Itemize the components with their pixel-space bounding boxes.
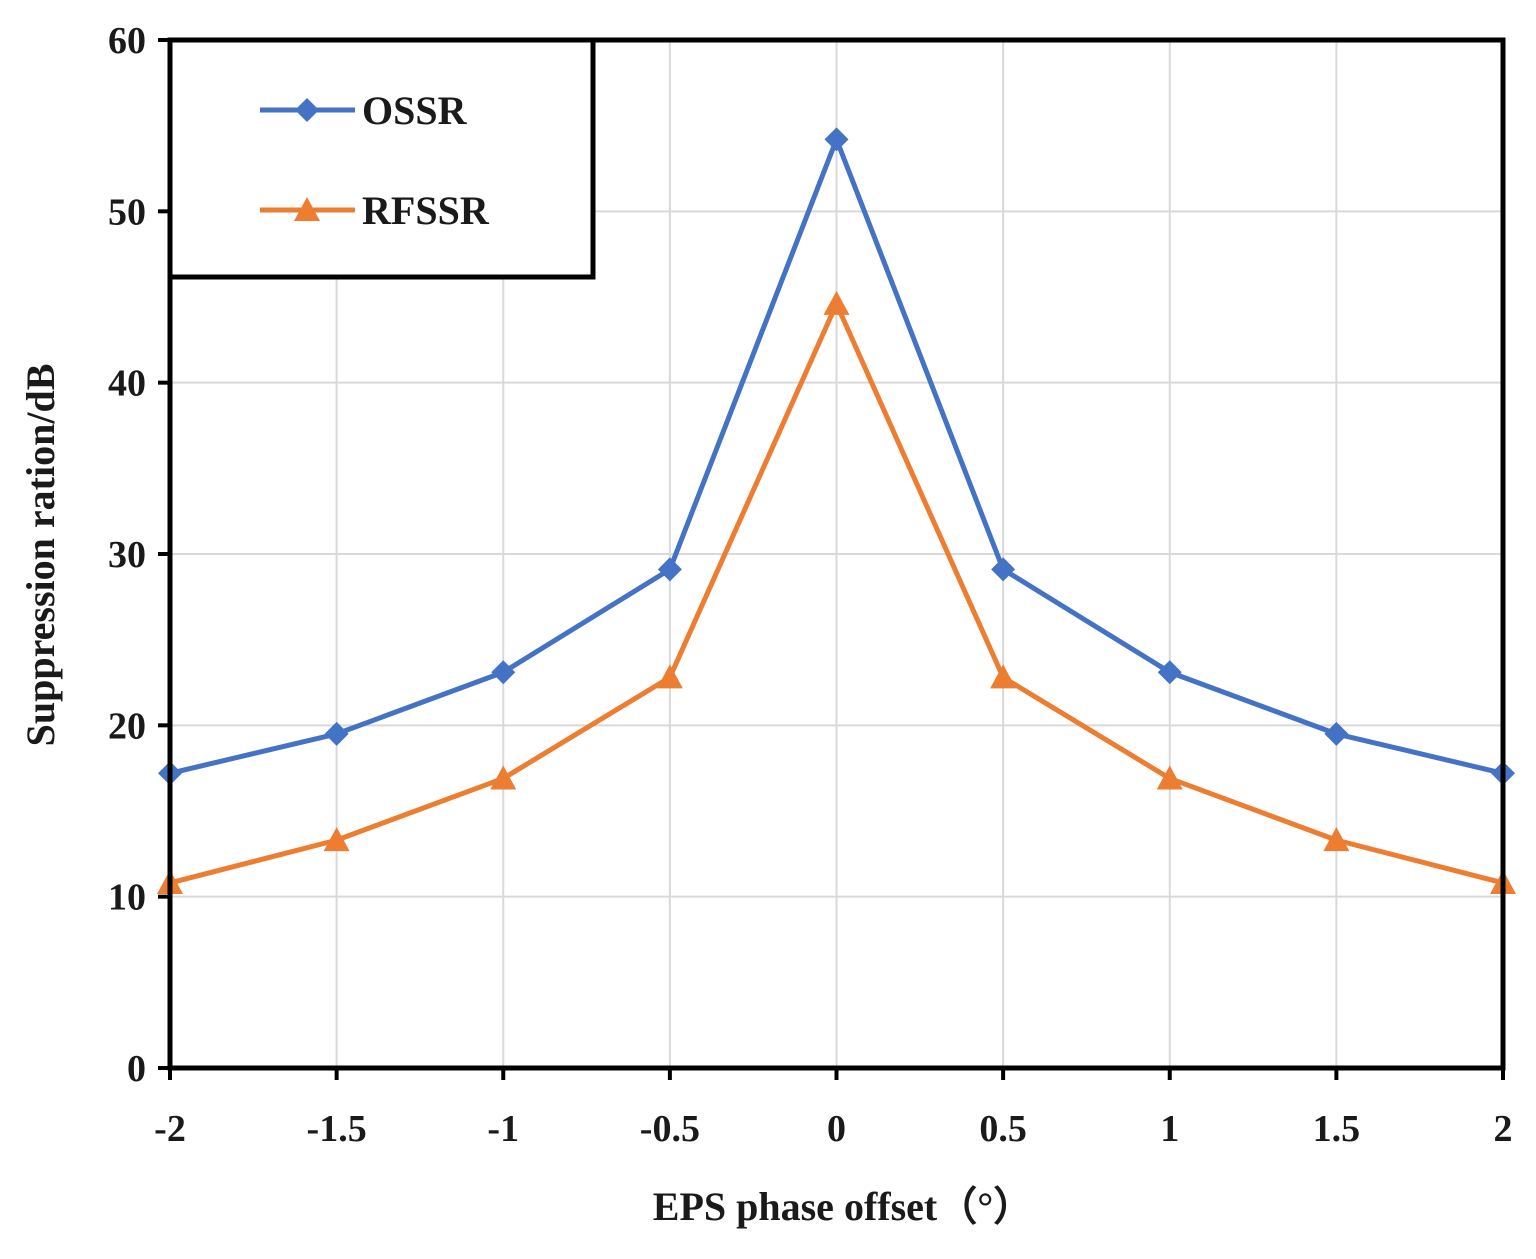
- data-point-rfssr-6: [1156, 765, 1183, 790]
- y-tick-label-6: 60: [108, 20, 146, 62]
- legend-label-ossr: OSSR: [362, 88, 468, 133]
- y-axis-label: Suppression ration/dB: [18, 364, 63, 747]
- x-tick-label-6: 1: [1160, 1108, 1179, 1150]
- data-point-rfssr-7: [1323, 827, 1350, 852]
- y-tick-label-5: 50: [108, 191, 146, 233]
- data-point-rfssr-3: [656, 664, 683, 689]
- y-tick-label-1: 10: [108, 877, 146, 919]
- ticks-layer: 0 10 20 30 40 50 60 -2 -1.5 -1 -0.5 0 0.5 1 1.5 2: [108, 20, 1513, 1150]
- data-point-rfssr-1: [323, 827, 350, 852]
- x-tick-label-4: 0: [827, 1108, 846, 1150]
- x-tick-label-2: -1: [487, 1108, 519, 1150]
- legend: OSSR RFSSR: [167, 37, 596, 280]
- data-point-ossr-7: [1324, 721, 1349, 746]
- y-tick-label-4: 40: [108, 363, 146, 405]
- x-tick-label-3: -0.5: [640, 1108, 700, 1150]
- data-point-rfssr-4: [823, 290, 850, 315]
- legend-label-rfssr: RFSSR: [362, 188, 490, 233]
- data-point-ossr-2: [491, 660, 516, 685]
- data-point-rfssr-5: [990, 664, 1017, 689]
- data-point-ossr-3: [657, 557, 682, 582]
- series-ossr: [158, 127, 1515, 786]
- legend-marker-ossr: [295, 98, 319, 122]
- data-point-ossr-5: [991, 557, 1016, 582]
- x-tick-label-0: -2: [154, 1108, 186, 1150]
- series-rfssr: [157, 290, 1516, 895]
- data-point-ossr-6: [1157, 660, 1182, 685]
- legend-entry-rfssr: RFSSR: [260, 188, 490, 233]
- legend-box: [167, 37, 596, 280]
- series-layer: [157, 127, 1516, 895]
- data-point-ossr-4: [824, 127, 849, 152]
- y-tick-label-3: 30: [108, 534, 146, 576]
- x-tick-label-7: 1.5: [1313, 1108, 1361, 1150]
- y-tick-label-2: 20: [108, 705, 146, 747]
- legend-marker-rfssr: [294, 197, 320, 222]
- data-point-ossr-1: [324, 721, 349, 746]
- y-tick-label-0: 0: [127, 1048, 146, 1090]
- data-point-rfssr-2: [490, 765, 517, 790]
- x-tick-label-1: -1.5: [307, 1108, 367, 1150]
- legend-entry-ossr: OSSR: [260, 88, 468, 133]
- x-tick-label-5: 0.5: [979, 1108, 1027, 1150]
- x-tick-label-8: 2: [1494, 1108, 1513, 1150]
- x-axis-label: EPS phase offset（°）: [653, 1184, 1033, 1229]
